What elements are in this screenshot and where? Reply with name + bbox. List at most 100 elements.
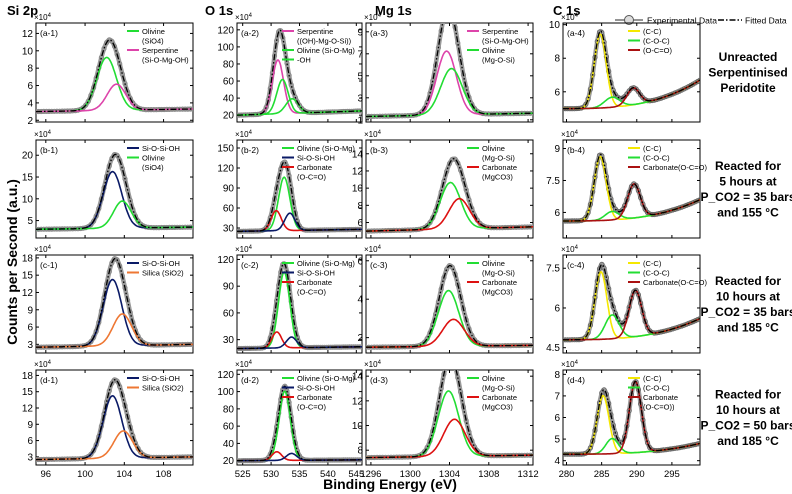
experimental-point: [109, 155, 115, 161]
y-tick-label: 14: [352, 149, 364, 160]
scale-multiplier: ×104: [364, 13, 382, 22]
y-tick-label: 30: [223, 335, 235, 346]
legend-label: Carbonate: [643, 393, 678, 402]
x-tick-label: 290: [629, 469, 645, 480]
condition-line: Reacted for: [715, 387, 781, 401]
panel-label: (b-1): [40, 145, 58, 155]
legend-label: (C-C): [643, 259, 662, 268]
scale-multiplier: ×104: [235, 130, 253, 139]
experimental-point: [85, 98, 91, 104]
plot-area: [237, 383, 362, 464]
experimental-point: [114, 257, 120, 263]
y-tick-label: 12: [22, 288, 34, 299]
y-tick-label: 120: [217, 164, 234, 175]
component-curve-navy: [36, 394, 193, 461]
scale-exponent: 4: [249, 130, 253, 136]
experimental-point: [109, 260, 115, 266]
plot-area: [366, 156, 533, 234]
panel-label: (b-3): [370, 145, 388, 155]
x-tick-label: 1300: [400, 469, 421, 480]
y-tick-label: 60: [223, 204, 235, 215]
legend-label: Olivine: [142, 154, 165, 163]
legend-label: Carbonate(O-C=O): [643, 163, 707, 172]
legend-sublabel: (Si-O-Mg-OH): [482, 37, 529, 46]
plot-area: [237, 261, 362, 352]
legend-label: Serpentine: [297, 27, 333, 36]
experimental-point: [469, 205, 475, 211]
fitted-curve: [36, 39, 193, 113]
y-tick-label: 10: [22, 46, 34, 57]
y-tick-label: 4: [357, 295, 363, 306]
y-tick-label: 9: [27, 420, 33, 431]
scale-multiplier: ×104: [34, 130, 52, 139]
scale-multiplier: ×104: [561, 130, 579, 139]
legend-label: Si-O-Si-OH: [142, 259, 180, 268]
x-tick-label: 108: [156, 469, 172, 480]
y-tick-label: 9: [554, 144, 560, 155]
legend-sublabel: (MgCO3): [482, 173, 513, 182]
panel-label: (c-3): [370, 260, 388, 270]
y-tick-label: 8: [554, 54, 560, 65]
x-tick-label: 100: [77, 469, 93, 480]
x-tick-label: 285: [594, 469, 610, 480]
scale-multiplier: ×104: [364, 245, 382, 254]
condition-line: and 185 °C: [717, 320, 779, 334]
y-tick-label: 18: [22, 253, 34, 264]
fitted-curve: [237, 29, 362, 116]
x-tick-label: 535: [292, 469, 308, 480]
y-tick-label: 100: [217, 387, 234, 398]
panel-b-3: ×104 6 8 10 12 14 (b-3) Olivine(Mg-O-Si)Carbona…: [352, 130, 534, 239]
experimental-point: [446, 161, 453, 167]
y-tick-label: 8: [27, 64, 33, 75]
y-tick-label: 6: [27, 436, 33, 447]
experimental-point: [286, 72, 292, 79]
experimental-point: [282, 159, 288, 165]
plot-area: [366, 262, 533, 350]
panel-a-1: ×104 2 4 6 8 10 12 (a-1) Olivine(SiO4)Serpentine…: [22, 13, 194, 127]
y-tick-label: 90: [223, 282, 235, 293]
y-tick-label: 5: [357, 71, 363, 82]
panel-label: (d-3): [370, 375, 388, 385]
plot-area: [366, 370, 533, 461]
panel-frame: [35, 22, 194, 123]
y-tick-label: 6: [357, 218, 363, 229]
legend-experimental-marker: [624, 15, 634, 25]
legend-label: Olivine: [482, 374, 505, 383]
experimental-point: [421, 448, 428, 455]
legend-label: Olivine: [482, 259, 505, 268]
panel-b-2: ×104 30 60 90 120 150 (b-2) Olivine (Si-O-Mg)Si…: [217, 130, 363, 239]
experimental-point: [606, 286, 612, 292]
panel-label: (c-2): [241, 260, 259, 270]
condition-line: P_CO2 = 35 bars: [700, 305, 792, 319]
experimental-point: [444, 266, 450, 272]
experimental-point: [111, 377, 118, 383]
x-tick-label: 96: [41, 469, 52, 480]
experimental-point: [447, 6, 451, 10]
global-labels: Counts per Second (a.u.) Binding Energy …: [4, 179, 457, 492]
experimental-point: [424, 223, 430, 229]
legend-label: (C-O-C): [643, 384, 670, 393]
experimental-point: [463, 187, 469, 193]
legend-fitted-label: Fitted Data: [745, 16, 787, 26]
experimental-point: [276, 410, 282, 416]
y-tick-label: 8: [554, 370, 560, 381]
legend-label: Silica (SiO2): [142, 269, 184, 278]
condition-line: Serpentinised: [708, 66, 787, 80]
experimental-point: [612, 430, 619, 437]
component-curve-darkred: [563, 289, 700, 341]
y-tick-label: 1: [357, 115, 363, 126]
plot-area: [36, 37, 193, 115]
experimental-point: [114, 378, 120, 384]
scale-multiplier: ×104: [561, 360, 579, 369]
legend-label: Olivine (Si-O-Mg): [297, 144, 355, 153]
panel-label: (a-4): [567, 28, 585, 38]
column-titles: Si 2p O 1s Mg 1s C 1s: [7, 3, 580, 18]
condition-line: 10 hours at: [716, 403, 780, 417]
scale-exponent: 4: [575, 360, 579, 366]
scale-exponent: 4: [575, 130, 579, 136]
y-tick-label: 4: [554, 456, 560, 467]
legend-label: Si-O-Si-OH: [297, 154, 335, 163]
experimental-point: [469, 332, 475, 338]
